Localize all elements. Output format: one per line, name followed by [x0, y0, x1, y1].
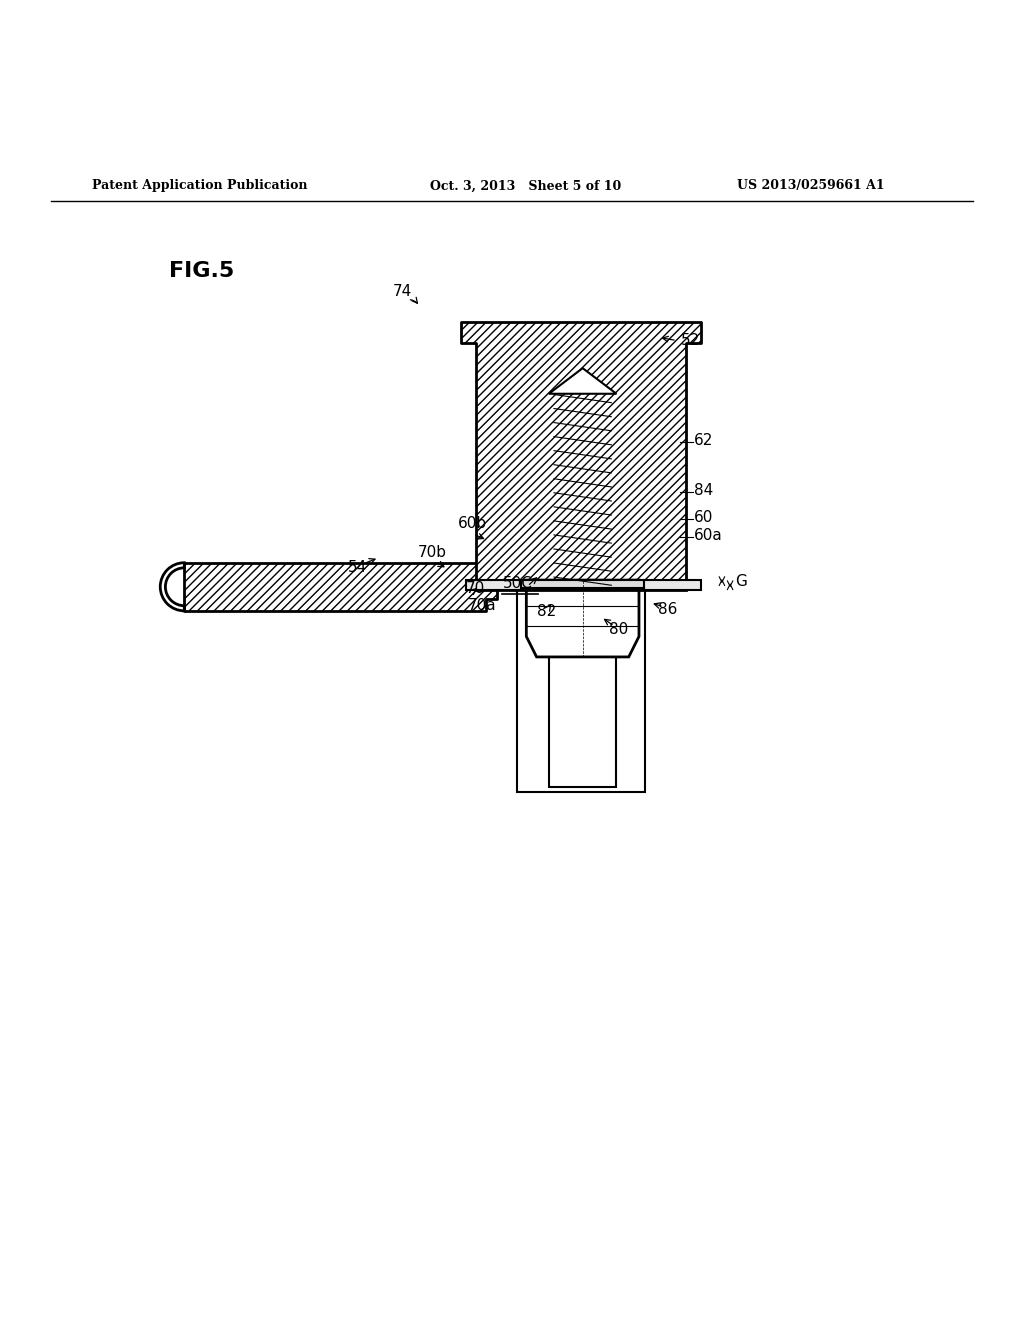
- Text: 80: 80: [609, 623, 629, 638]
- Text: 70: 70: [466, 581, 485, 597]
- Text: 60a: 60a: [694, 528, 723, 544]
- Bar: [517, 585, 645, 792]
- Text: 62: 62: [694, 433, 714, 447]
- Text: 70a: 70a: [468, 598, 497, 612]
- Bar: [521, 589, 644, 590]
- Bar: [521, 579, 644, 590]
- Polygon shape: [184, 562, 497, 611]
- Polygon shape: [549, 368, 616, 393]
- Text: 70b: 70b: [418, 545, 446, 560]
- Text: Patent Application Publication: Patent Application Publication: [92, 180, 307, 193]
- Text: 60b: 60b: [458, 516, 486, 531]
- Text: Oct. 3, 2013   Sheet 5 of 10: Oct. 3, 2013 Sheet 5 of 10: [430, 180, 622, 193]
- Text: FIG.5: FIG.5: [169, 261, 234, 281]
- Polygon shape: [461, 322, 701, 583]
- Text: 84: 84: [694, 483, 714, 498]
- Bar: [549, 590, 616, 787]
- Text: 52: 52: [681, 333, 700, 347]
- Text: 50C: 50C: [503, 577, 534, 591]
- Text: G: G: [735, 574, 748, 589]
- Text: 54: 54: [348, 560, 368, 576]
- Wedge shape: [161, 562, 184, 611]
- Text: 86: 86: [658, 602, 678, 616]
- Polygon shape: [526, 579, 639, 657]
- Text: 60: 60: [694, 510, 714, 525]
- Text: 82: 82: [537, 605, 556, 619]
- Text: US 2013/0259661 A1: US 2013/0259661 A1: [737, 180, 885, 193]
- Bar: [466, 579, 701, 590]
- Text: 74: 74: [393, 285, 413, 300]
